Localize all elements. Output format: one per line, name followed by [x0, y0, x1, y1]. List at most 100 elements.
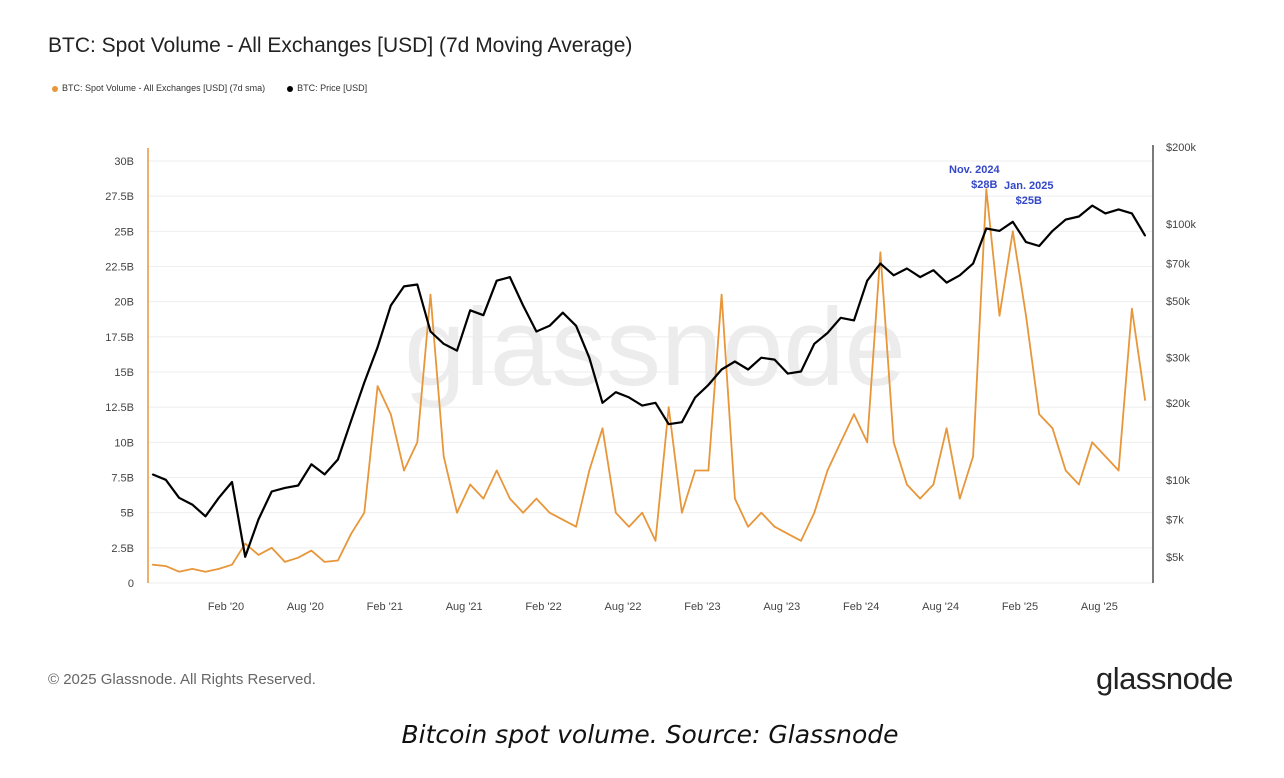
price-point — [376, 346, 379, 348]
volume-point — [747, 525, 749, 528]
price-point — [1051, 230, 1054, 232]
price-point — [217, 497, 220, 499]
volume-point — [244, 542, 247, 545]
price-point — [720, 368, 723, 371]
price-point — [548, 324, 551, 327]
price-point — [932, 269, 935, 271]
x-tick-label: Aug '25 — [1081, 601, 1118, 613]
x-tick-label: Feb '25 — [1002, 601, 1038, 613]
volume-point — [959, 497, 961, 500]
price-point — [773, 358, 776, 361]
price-point — [297, 484, 299, 487]
x-tick-label: Feb '20 — [208, 601, 244, 613]
copyright: © 2025 Glassnode. All Rights Reserved. — [48, 671, 316, 688]
series-price-line — [152, 204, 1147, 558]
volume-point — [1051, 427, 1054, 430]
volume-point — [284, 561, 286, 563]
volume-point — [191, 568, 194, 570]
volume-point — [456, 511, 458, 514]
price-point — [429, 330, 432, 333]
left-y-tick-label: 25B — [114, 226, 134, 238]
volume-point — [800, 540, 802, 542]
volume-point — [495, 469, 498, 472]
price-point — [522, 304, 524, 307]
price-point — [1117, 208, 1120, 211]
annotation-value: $25B — [1016, 195, 1042, 207]
price-point — [1091, 204, 1093, 207]
price-point — [800, 370, 802, 373]
volume-point — [787, 532, 789, 535]
price-point — [191, 503, 194, 506]
left-y-tick-label: 30B — [114, 156, 134, 168]
price-point — [588, 356, 591, 359]
volume-point — [998, 314, 1001, 317]
left-y-tick-label: 15B — [114, 367, 134, 379]
volume-point — [231, 563, 233, 566]
price-point — [667, 423, 670, 425]
price-point — [244, 555, 247, 558]
volume-point — [390, 413, 392, 416]
x-tick-label: Feb '22 — [525, 601, 561, 613]
volume-point — [1038, 413, 1041, 416]
volume-point — [165, 565, 167, 567]
price-point — [879, 262, 882, 265]
volume-point — [813, 511, 816, 514]
price-point — [257, 518, 260, 521]
volume-point — [707, 469, 710, 472]
volume-point — [429, 293, 432, 296]
volume-point — [892, 441, 895, 444]
volume-point — [1117, 469, 1120, 472]
volume-point — [760, 511, 763, 514]
x-tick-label: Feb '24 — [843, 601, 879, 613]
volume-point — [734, 497, 736, 500]
price-point — [575, 324, 577, 327]
volume-point — [151, 563, 154, 566]
series-volume-line — [152, 188, 1146, 573]
price-point — [945, 281, 948, 284]
volume-point — [1078, 483, 1080, 486]
price-point — [839, 316, 842, 319]
volume-point — [985, 188, 988, 190]
price-point — [906, 267, 908, 270]
legend-item-volume[interactable]: BTC: Spot Volume - All Exchanges [USD] (… — [52, 83, 265, 93]
annotation-value: $28B — [971, 179, 997, 191]
price-point — [284, 487, 286, 489]
price-point — [707, 384, 710, 386]
x-tick-label: Feb '21 — [367, 601, 403, 613]
volume-point — [204, 570, 207, 573]
volume-point — [588, 469, 591, 472]
price-point — [998, 230, 1001, 232]
legend-item-price[interactable]: BTC: Price [USD] — [287, 83, 367, 93]
volume-point — [681, 511, 683, 514]
right-y-tick-label: $7k — [1166, 514, 1184, 526]
price-point — [601, 401, 604, 404]
left-y-tick-label: 7.5B — [111, 473, 134, 485]
x-tick-label: Aug '22 — [605, 601, 642, 613]
watermark: glassnode — [404, 286, 906, 409]
price-point — [456, 349, 458, 352]
x-tick-label: Aug '24 — [922, 601, 959, 613]
left-y-tick-label: 22.5B — [105, 262, 134, 274]
price-point — [165, 478, 167, 481]
volume-point — [270, 547, 273, 549]
price-point — [363, 381, 366, 384]
volume-point — [720, 293, 723, 296]
price-point — [892, 274, 895, 277]
price-point — [654, 401, 657, 404]
price-point — [628, 396, 630, 399]
left-y-tick-label: 10B — [114, 437, 134, 449]
volume-point — [509, 497, 511, 500]
left-y-ticks: 0 2.5B 5B 7.5B 10B 12.5B 15B 17.5B 20B 22.5B 25B 27… — [105, 156, 134, 590]
volume-point — [839, 441, 842, 444]
price-point — [562, 311, 564, 314]
volume-point — [257, 554, 260, 556]
price-point — [1144, 234, 1146, 237]
volume-point — [323, 561, 326, 563]
left-y-tick-label: 2.5B — [111, 543, 134, 555]
x-tick-label: Aug '23 — [763, 601, 800, 613]
price-point — [760, 356, 763, 359]
volume-point — [310, 549, 313, 552]
volume-point — [853, 413, 855, 416]
price-point — [482, 314, 485, 317]
